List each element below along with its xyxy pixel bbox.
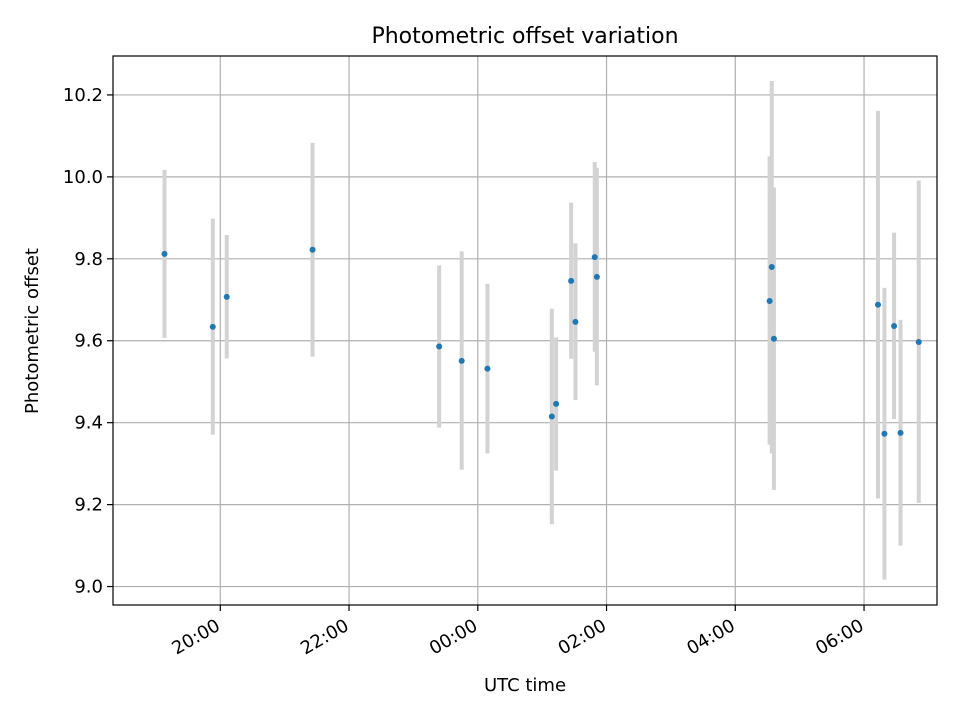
plot-frame [112, 55, 938, 606]
y-axis-title: Photometric offset [22, 248, 43, 414]
data-point [897, 429, 904, 436]
data-point [209, 323, 216, 330]
data-point [572, 318, 579, 325]
data-point [568, 277, 575, 284]
x-axis-title: UTC time [484, 675, 566, 696]
data-point [591, 254, 598, 261]
data-point [223, 293, 230, 300]
y-tick-label: 10.0 [63, 167, 103, 188]
data-points [161, 246, 922, 437]
chart-title: Photometric offset variation [371, 24, 678, 49]
data-point [766, 298, 773, 305]
data-point [484, 365, 491, 372]
data-point [436, 343, 443, 350]
data-point [548, 413, 555, 420]
data-point [915, 338, 922, 345]
data-point [458, 357, 465, 364]
y-tick-label: 9.8 [74, 249, 103, 270]
data-point [553, 400, 560, 407]
data-point [881, 430, 888, 437]
grid-lines [113, 56, 937, 605]
data-point [593, 273, 600, 280]
data-point [891, 322, 898, 329]
y-tick-label: 9.0 [74, 577, 103, 598]
data-point [770, 335, 777, 342]
data-point [768, 263, 775, 270]
y-tick-label: 10.2 [63, 85, 103, 106]
y-tick-label: 9.6 [74, 331, 103, 352]
y-axis-ticks: 9.0 9.2 9.4 9.6 9.8 10.0 10.2 [63, 85, 113, 598]
data-point [161, 250, 168, 257]
data-point [874, 301, 881, 308]
y-tick-label: 9.2 [74, 495, 103, 516]
y-tick-label: 9.4 [74, 413, 103, 434]
data-point [309, 246, 316, 253]
